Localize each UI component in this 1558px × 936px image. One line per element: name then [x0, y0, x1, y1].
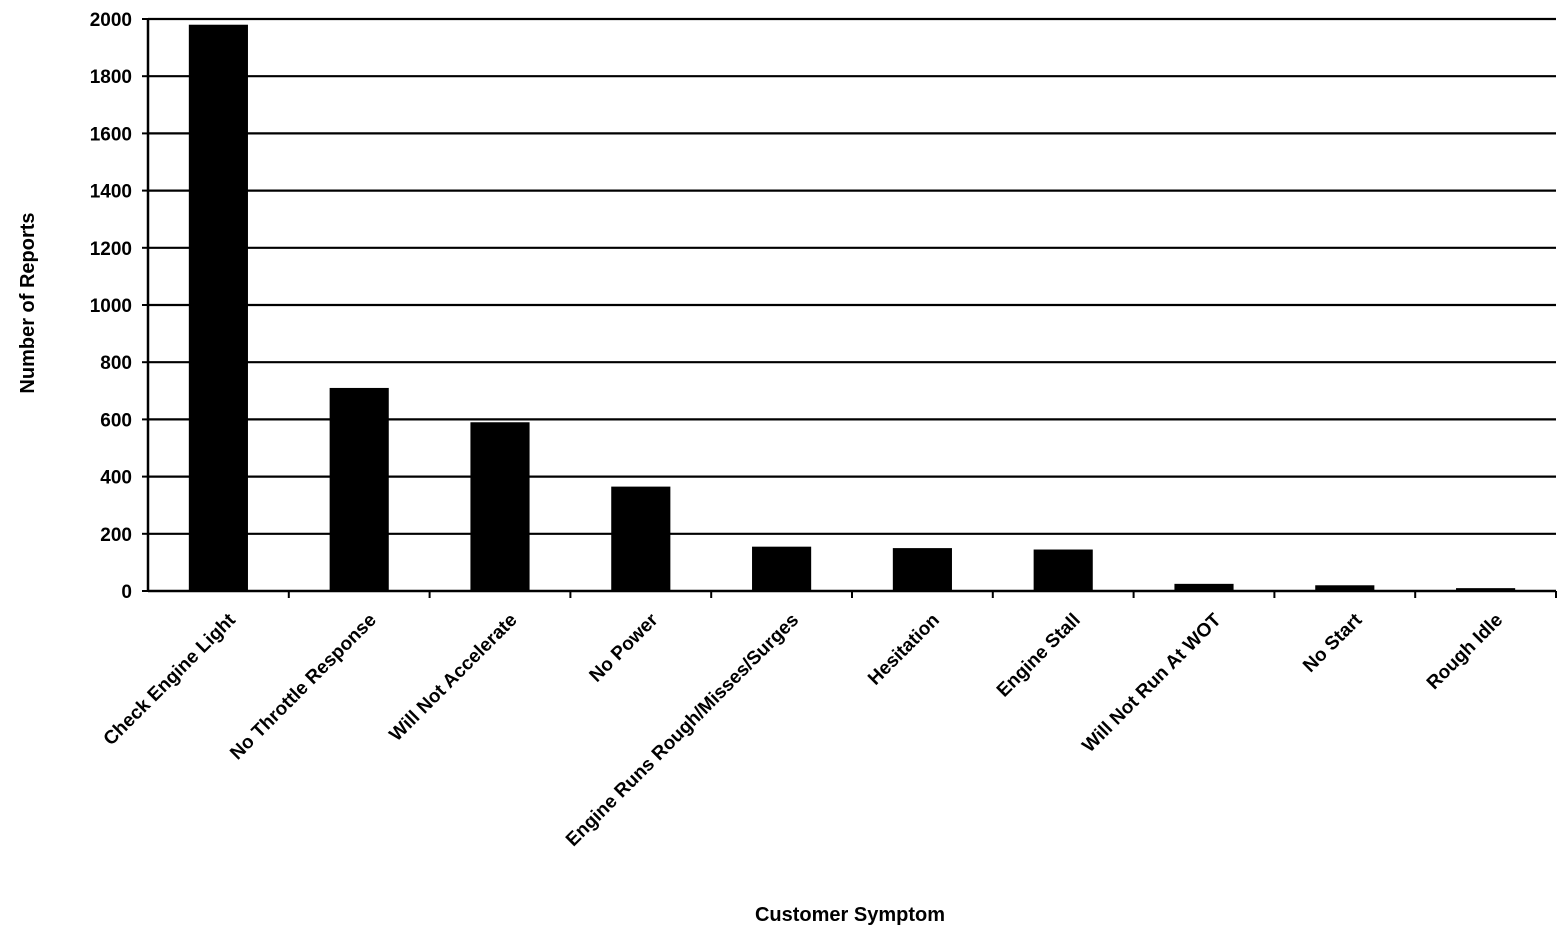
x-tick-label: Engine Stall [993, 610, 1085, 702]
bar [1033, 549, 1093, 591]
y-tick-label: 200 [100, 525, 132, 546]
y-tick-label: 0 [121, 582, 132, 603]
bar [470, 422, 530, 591]
y-tick-label: 1000 [90, 296, 132, 317]
bars [188, 24, 1516, 592]
x-tick-label: No Start [1299, 609, 1367, 677]
bar [1315, 585, 1375, 591]
x-tick-label: Will Not Accelerate [386, 610, 522, 746]
y-tick-label: 1800 [90, 67, 132, 88]
bar [1456, 588, 1516, 591]
x-tick-label: No Throttle Response [226, 610, 380, 764]
bar [188, 24, 248, 592]
axes [142, 18, 1557, 598]
y-tick-labels: 0 200 400 600 800 1000 1200 1400 1600 1800 2000 [90, 10, 132, 603]
bar [1174, 583, 1234, 591]
x-tick-label: Will Not Run At WOT [1078, 609, 1225, 756]
bar [752, 546, 812, 591]
x-tick-label: Check Engine Light [100, 609, 241, 750]
x-tick-label: Engine Runs Rough/Misses/Surges [562, 610, 803, 851]
bar [892, 548, 952, 591]
x-axis-title: Customer Symptom [755, 904, 945, 926]
y-tick-label: 800 [100, 353, 132, 374]
y-tick-label: 1600 [90, 124, 132, 145]
bar [611, 486, 671, 591]
y-axis-title: Number of Reports [17, 212, 39, 393]
y-tick-label: 2000 [90, 10, 132, 31]
y-tick-label: 400 [100, 468, 132, 489]
x-tick-label: Rough Idle [1423, 610, 1507, 694]
y-tick-label: 1200 [90, 239, 132, 260]
y-tick-label: 600 [100, 410, 132, 431]
y-tick-label: 1400 [90, 182, 132, 203]
x-tick-label: Hesitation [864, 610, 944, 690]
x-tick-label: No Power [586, 609, 663, 686]
bar [329, 387, 389, 591]
